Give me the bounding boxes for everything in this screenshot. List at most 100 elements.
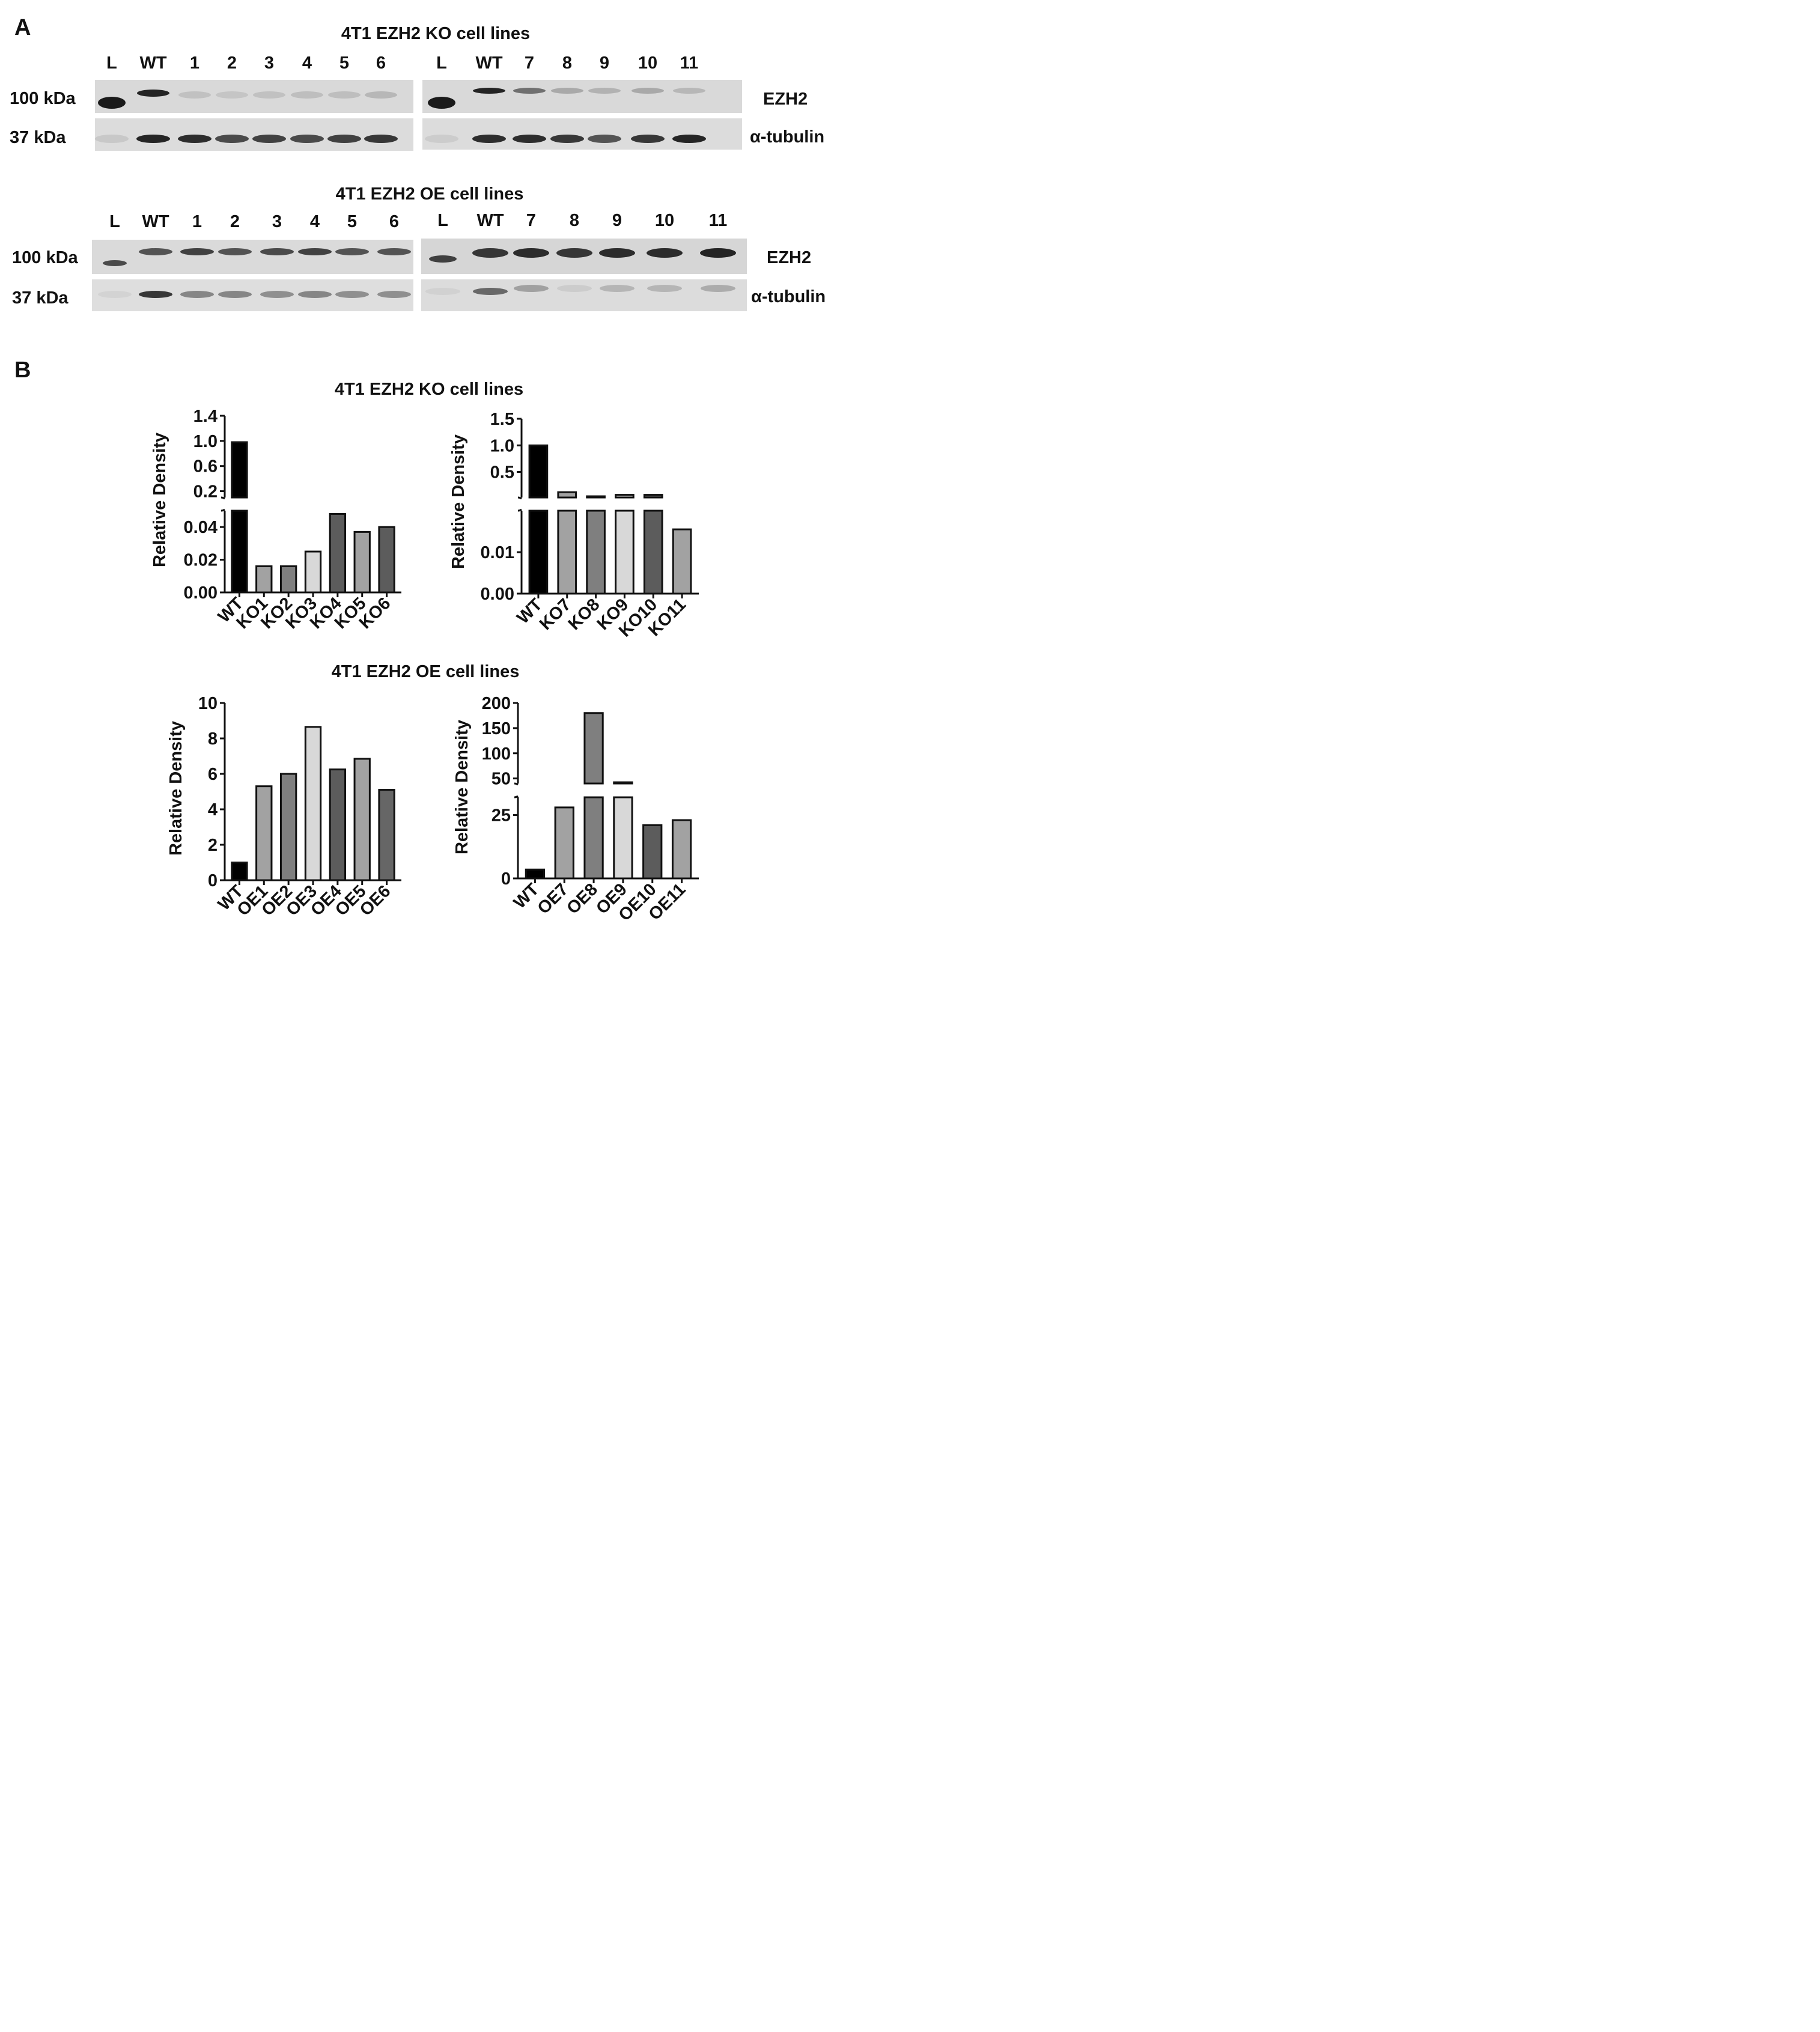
x-tick-label: OE7 <box>534 880 573 918</box>
bar-OE2 <box>279 773 297 881</box>
bar-OE6 <box>378 789 395 881</box>
ezh2-band <box>178 91 211 99</box>
x-tick-label: KO7 <box>536 595 575 634</box>
ezh2-band <box>328 91 361 99</box>
tubulin-band <box>335 291 369 298</box>
tubulin-band <box>327 135 361 143</box>
y-tick-label: 0.04 <box>184 518 218 537</box>
oe-lane-labels-right: L WT 7 8 9 10 11 <box>437 211 727 230</box>
ko-protein-tubulin: α-tubulin <box>750 127 824 147</box>
bar-KO6 <box>378 526 395 594</box>
ezh2-band <box>473 88 505 94</box>
oe-tubulin-blot-right <box>421 279 747 311</box>
lane-label-2: 2 <box>230 212 240 231</box>
ezh2-band <box>180 248 214 255</box>
oe-chart-2: Relative Density02550100150200WTOE7OE8OE… <box>452 694 699 925</box>
bar-OE10 <box>642 824 663 880</box>
ko-chart-2: Relative Density0.000.010.51.01.5WTKO7KO… <box>449 410 699 641</box>
lane-label-9: 9 <box>612 211 622 230</box>
ezh2-band <box>551 88 583 94</box>
lane-label-8: 8 <box>570 211 579 230</box>
y-axis-label: Relative Density <box>449 434 468 569</box>
y-tick-label-upper: 200 <box>482 694 511 713</box>
bar-WT-lower <box>231 510 248 594</box>
ezh2-band <box>291 91 323 99</box>
y-tick-label: 8 <box>208 729 218 749</box>
y-axis-label: Relative Density <box>166 721 186 856</box>
tubulin-band <box>136 135 170 143</box>
axis-break-mark <box>514 782 519 799</box>
bar-KO1 <box>255 565 273 594</box>
bar-OE9-upper <box>613 781 633 785</box>
bar-WT-upper <box>528 444 549 499</box>
lane-label-7: 7 <box>525 53 534 73</box>
lane-label-WT: WT <box>475 53 502 73</box>
y-tick-label: 0.00 <box>481 585 514 604</box>
y-tick-label-upper: 1.4 <box>193 407 218 426</box>
ko-ezh2-blot-right <box>422 80 742 113</box>
lane-label-L: L <box>106 53 117 73</box>
tubulin-band <box>425 135 458 143</box>
ezh2-band <box>98 97 126 109</box>
tubulin-band <box>215 135 249 143</box>
tubulin-band <box>260 291 294 298</box>
bar-KO10-upper <box>643 494 663 499</box>
ezh2-band <box>556 248 592 258</box>
ezh2-band <box>260 248 294 255</box>
tubulin-band <box>513 135 546 143</box>
lane-label-4: 4 <box>302 53 312 73</box>
bar-KO3 <box>304 550 322 594</box>
tubulin-band <box>550 135 584 143</box>
tubulin-band <box>473 288 508 295</box>
lane-label-2: 2 <box>227 53 237 73</box>
tubulin-band <box>218 291 252 298</box>
bar-KO2 <box>279 565 297 594</box>
lane-label-9: 9 <box>600 53 609 73</box>
y-tick-label-upper: 1.0 <box>490 436 514 455</box>
axis-break-mark <box>221 496 225 512</box>
ezh2-band <box>513 88 546 94</box>
ezh2-band <box>588 88 621 94</box>
y-tick-label: 0.01 <box>481 543 514 562</box>
ko-lane-labels-left: L WT 1 2 3 4 5 6 <box>106 53 386 73</box>
y-tick-label: 2 <box>208 836 218 855</box>
oe-protein-ezh2: EZH2 <box>767 248 811 267</box>
bar-KO5 <box>353 531 371 594</box>
bar-WT-lower <box>528 510 549 595</box>
tubulin-band <box>425 288 460 295</box>
lane-label-1: 1 <box>190 53 199 73</box>
tubulin-band <box>472 135 506 143</box>
ezh2-band <box>139 248 172 255</box>
y-tick-label-upper: 0.6 <box>193 457 218 476</box>
bar-KO4 <box>329 513 347 594</box>
ezh2-band <box>377 248 411 255</box>
ko-tubulin-blot-left <box>95 118 413 151</box>
ezh2-band <box>137 90 169 97</box>
oe-protein-tubulin: α-tubulin <box>751 287 826 306</box>
ezh2-band <box>599 248 635 258</box>
y-tick-label-upper: 0.5 <box>490 463 514 482</box>
y-tick-label: 0.02 <box>184 551 218 570</box>
lane-label-L: L <box>437 211 448 230</box>
lane-label-WT: WT <box>139 53 166 73</box>
oe-mw-100: 100 kDa <box>12 248 79 267</box>
tubulin-band <box>377 291 411 298</box>
lane-label-6: 6 <box>389 212 399 231</box>
y-tick-label-upper: 50 <box>492 770 511 789</box>
ezh2-band <box>298 248 332 255</box>
bar-OE7 <box>554 806 574 880</box>
bar-WT <box>525 868 546 880</box>
lane-label-10: 10 <box>638 53 657 73</box>
y-tick-label-upper: 100 <box>482 744 511 764</box>
oe-lane-labels-left: L WT 1 2 3 4 5 6 <box>109 212 399 231</box>
tubulin-band <box>290 135 324 143</box>
bar-OE11 <box>671 819 692 880</box>
bar-KO8-lower <box>586 510 606 595</box>
bar-KO8-upper <box>586 495 606 499</box>
lane-label-L: L <box>109 212 120 231</box>
y-tick-label: 6 <box>208 765 218 784</box>
ezh2-band <box>700 248 736 258</box>
tubulin-band <box>557 285 592 292</box>
y-tick-label-upper: 1.5 <box>490 410 514 429</box>
tubulin-band <box>364 135 398 143</box>
